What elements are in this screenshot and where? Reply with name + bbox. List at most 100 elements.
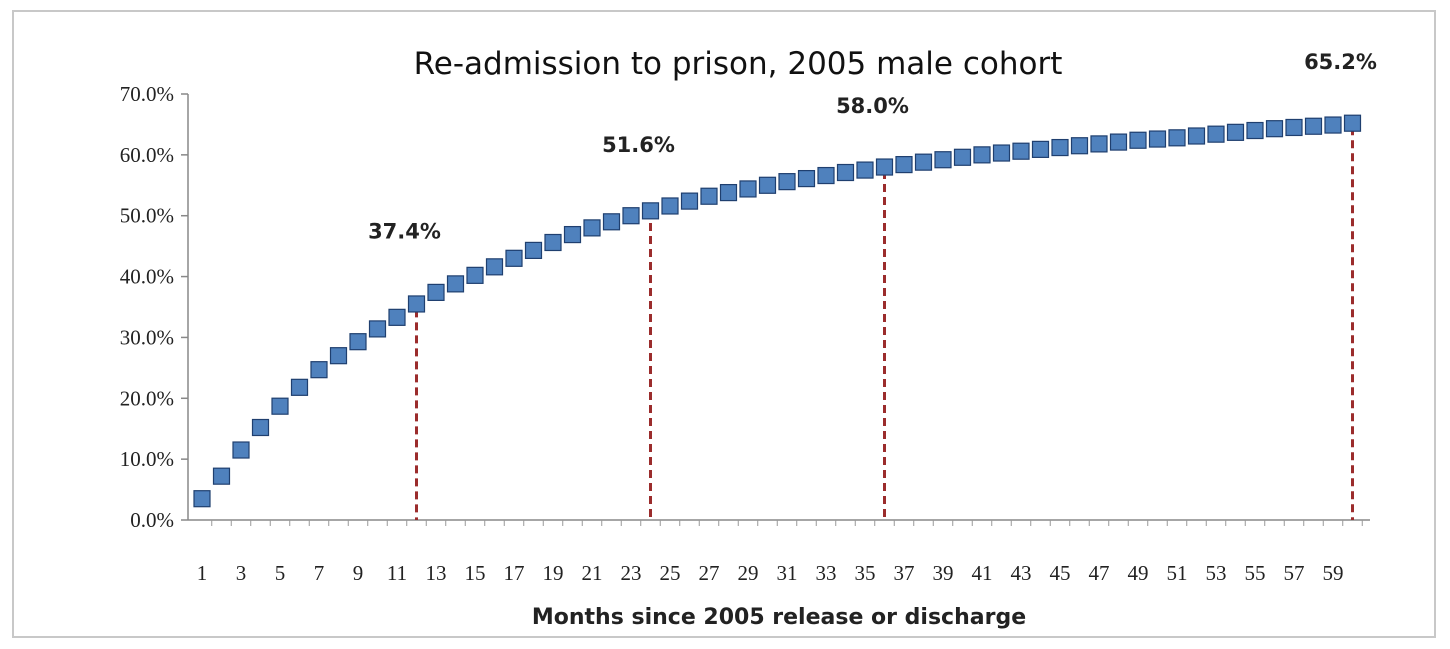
data-point-marker [1285, 118, 1303, 137]
x-tick-label: 21 [582, 561, 603, 585]
x-tick-label: 31 [777, 561, 798, 585]
data-point-marker [388, 308, 406, 326]
x-tick-label: 53 [1206, 561, 1227, 585]
y-tick-label: 60.0% [120, 143, 174, 167]
data-point-marker [778, 173, 796, 191]
x-axis: 1 3 5 7 9 11 13 15 17 19 21 23 25 27 29 31 33 35 37 39 41 43 4… [197, 520, 1363, 585]
data-point-marker [349, 333, 367, 351]
data-point-marker [1031, 140, 1050, 158]
x-tick-label: 3 [236, 561, 247, 585]
callout-label: 51.6% [602, 133, 675, 157]
data-point-marker [836, 163, 855, 182]
data-point-marker [407, 295, 426, 313]
chart-frame [12, 10, 1436, 638]
data-point-marker [290, 378, 309, 396]
y-tick-label: 70.0% [120, 82, 174, 106]
data-point-marker [427, 283, 445, 301]
data-point-marker [661, 197, 679, 215]
data-point-marker [466, 266, 484, 284]
data-point-marker [1265, 120, 1284, 138]
data-point-marker [856, 161, 874, 179]
data-point-marker [1304, 117, 1323, 135]
x-tick-label: 29 [738, 561, 759, 585]
x-tick-label: 37 [894, 561, 915, 585]
y-tick-label: 30.0% [120, 325, 174, 349]
data-point-marker [641, 202, 660, 220]
data-point-marker [1070, 137, 1089, 155]
data-point-marker [719, 183, 738, 202]
data-point-marker [700, 187, 718, 205]
data-point-marker [271, 397, 289, 415]
data-point-marker [992, 144, 1011, 162]
x-tick-label: 47 [1089, 561, 1110, 585]
data-series [193, 114, 1362, 508]
data-point-marker [1343, 114, 1362, 132]
data-point-marker [505, 249, 523, 267]
y-tick-label: 40.0% [120, 265, 174, 289]
x-tick-label: 41 [972, 561, 993, 585]
data-point-marker [310, 361, 328, 379]
data-point-marker [973, 146, 991, 164]
x-tick-label: 25 [660, 561, 681, 585]
data-point-marker [524, 241, 543, 260]
data-point-marker [1168, 129, 1186, 147]
x-tick-label: 45 [1050, 561, 1071, 585]
data-point-marker [1012, 142, 1030, 160]
data-point-marker [953, 148, 972, 166]
data-point-marker [1324, 116, 1342, 134]
callout-drop-lines [415, 127, 1354, 520]
data-point-marker [485, 258, 504, 276]
x-tick-label: 9 [353, 561, 364, 585]
x-tick-label: 5 [275, 561, 286, 585]
data-point-marker [680, 192, 699, 210]
data-point-marker [739, 180, 757, 198]
data-point-marker [875, 158, 894, 176]
data-point-marker [1109, 133, 1128, 151]
x-tick-label: 13 [426, 561, 447, 585]
x-tick-label: 27 [699, 561, 720, 585]
y-tick-label: 20.0% [120, 386, 174, 410]
data-point-marker [212, 467, 231, 485]
x-tick-label: 51 [1167, 561, 1188, 585]
x-tick-label: 55 [1245, 561, 1266, 585]
data-point-marker [914, 153, 933, 171]
x-tick-label: 59 [1323, 561, 1344, 585]
data-point-marker [622, 207, 640, 225]
callout-label: 65.2% [1304, 50, 1377, 74]
y-tick-label: 0.0% [130, 508, 174, 532]
data-point-marker [1090, 135, 1108, 153]
x-tick-label: 49 [1128, 561, 1149, 585]
data-point-marker [368, 320, 387, 338]
x-tick-label: 43 [1011, 561, 1032, 585]
x-tick-label: 15 [465, 561, 486, 585]
x-tick-label: 23 [621, 561, 642, 585]
data-point-marker [1187, 127, 1206, 145]
x-tick-label: 57 [1284, 561, 1305, 585]
data-point-marker [1148, 130, 1167, 148]
data-point-marker [797, 169, 816, 188]
x-tick-label: 1 [197, 561, 208, 585]
data-point-marker [1226, 123, 1245, 141]
data-point-marker [1246, 121, 1264, 140]
data-point-marker [817, 166, 835, 185]
data-point-marker [563, 225, 582, 244]
data-point-marker [895, 155, 913, 174]
data-point-marker [544, 233, 562, 252]
data-point-marker [193, 490, 211, 508]
data-point-marker [602, 213, 621, 231]
y-axis: 0.0% 10.0% 20.0% 30.0% 40.0% 50.0% 60.0% 70.0% [120, 82, 188, 532]
data-point-marker [1207, 125, 1225, 143]
data-point-marker [758, 176, 777, 194]
data-point-marker [583, 219, 601, 237]
callout-labels: 37.4% 51.6% 58.0% 65.2% [368, 50, 1377, 243]
data-point-marker [251, 418, 270, 437]
x-tick-label: 17 [504, 561, 525, 585]
y-tick-label: 50.0% [120, 204, 174, 228]
y-tick-label: 10.0% [120, 447, 174, 471]
x-tick-label: 33 [816, 561, 837, 585]
x-tick-label: 39 [933, 561, 954, 585]
callout-label: 58.0% [836, 94, 909, 118]
data-point-marker [232, 441, 250, 459]
data-point-marker [1129, 131, 1147, 149]
